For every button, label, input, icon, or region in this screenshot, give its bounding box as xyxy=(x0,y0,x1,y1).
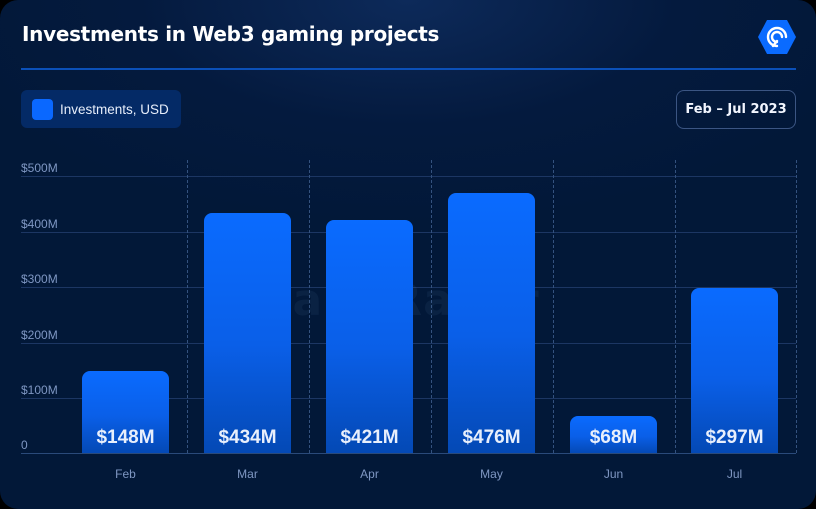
bar-may: $476M xyxy=(448,193,535,453)
y-tick-label: $200M xyxy=(21,328,58,342)
y-tick-label: $300M xyxy=(21,272,58,286)
bar-value-label: $297M xyxy=(705,427,764,448)
legend-label: Investments, USD xyxy=(60,101,169,117)
bar-value-label: $148M xyxy=(96,427,155,448)
header-divider xyxy=(21,68,796,70)
date-range-badge: Feb – Jul 2023 xyxy=(676,90,796,129)
x-tick-label: Apr xyxy=(360,467,379,481)
legend-swatch xyxy=(32,98,53,120)
column-separator xyxy=(187,160,188,453)
bar-value-label: $434M xyxy=(218,427,277,448)
bar-jun: $68M xyxy=(570,416,657,453)
bar-apr: $421M xyxy=(326,220,413,453)
legend: Investments, USD xyxy=(21,90,181,128)
x-tick-label: Jun xyxy=(603,467,624,481)
column-separator xyxy=(675,160,676,453)
x-tick-label: May xyxy=(480,467,503,481)
bar-mar: $434M xyxy=(204,213,291,453)
column-separator xyxy=(553,160,554,453)
x-tick-label: Mar xyxy=(237,467,258,481)
bar-jul: $297M xyxy=(691,288,778,453)
dappradar-logo-icon xyxy=(758,20,796,54)
y-tick-label: $100M xyxy=(21,383,58,397)
x-tick-label: Jul xyxy=(726,467,743,481)
gridline-500 xyxy=(21,176,796,177)
chart-title: Investments in Web3 gaming projects xyxy=(22,22,440,46)
y-tick-label: $500M xyxy=(21,161,58,175)
column-separator xyxy=(309,160,310,453)
column-separator xyxy=(431,160,432,453)
y-tick-label: $400M xyxy=(21,217,58,231)
bar-value-label: $421M xyxy=(340,427,399,448)
y-tick-label: 0 xyxy=(21,438,28,452)
column-separator xyxy=(796,160,797,453)
bar-value-label: $68M xyxy=(589,427,638,448)
x-axis-baseline xyxy=(21,453,796,454)
bar-feb: $148M xyxy=(82,371,169,453)
x-tick-label: Feb xyxy=(115,467,136,481)
bar-value-label: $476M xyxy=(462,427,521,448)
